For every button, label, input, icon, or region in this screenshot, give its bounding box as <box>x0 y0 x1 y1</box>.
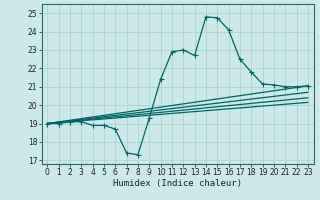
X-axis label: Humidex (Indice chaleur): Humidex (Indice chaleur) <box>113 179 242 188</box>
